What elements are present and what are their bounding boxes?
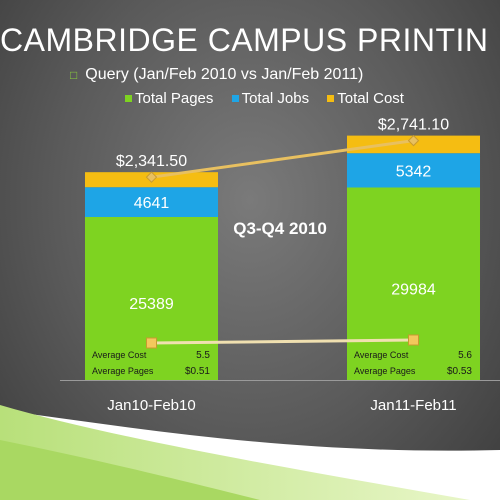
chart-legend: Total Pages Total Jobs Total Cost [125, 90, 418, 107]
subtitle-text: Query (Jan/Feb 2010 vs Jan/Feb 2011) [85, 66, 364, 83]
data-label-jobs-2: 5342 [396, 163, 432, 180]
slide-title: CAMBRIDGE CAMPUS PRINTIN [0, 22, 489, 58]
legend-item-cost: Total Cost [327, 90, 404, 107]
legend-label-jobs: Total Jobs [241, 90, 310, 107]
bar-jobs-1 [85, 187, 218, 218]
point-marker-avg-2 [408, 334, 419, 346]
legend-swatch-cost [327, 95, 335, 102]
series-line-total-cost [151, 139, 414, 179]
data-label-cost-2: $2,741.10 [378, 117, 449, 134]
table-label-1-1: Average Cost [92, 350, 147, 360]
data-label-cost-1: $2,341.50 [116, 153, 187, 170]
table-value-2-2: $0.53 [447, 366, 472, 377]
data-label-jobs-1: 4641 [134, 195, 170, 212]
table-value-1-1: 5.5 [196, 350, 210, 361]
legend-swatch-jobs [231, 95, 239, 102]
legend-swatch-pages [125, 95, 132, 102]
data-label-pages-2: 29984 [391, 282, 436, 299]
bar-pages-2 [347, 187, 480, 380]
category-label-1: Jan10-Feb10 [107, 397, 195, 414]
point-marker-avg-1 [146, 337, 157, 349]
table-label-1-2: Average Cost [354, 350, 409, 360]
legend-item-pages: Total Pages [125, 90, 213, 107]
chart-annotation: Q3-Q4 2010 [233, 219, 327, 238]
legend-label-pages: Total Pages [135, 90, 214, 107]
table-label-2-2: Average Pages [354, 366, 416, 376]
bar-jobs-2 [347, 153, 480, 188]
table-value-1-2: 5.6 [458, 350, 472, 361]
point-marker-cost-2 [407, 134, 420, 147]
square-bullet-icon: □ [70, 68, 78, 82]
point-marker-cost-1 [145, 171, 158, 183]
bar-pages-1 [85, 217, 218, 380]
legend-label-cost: Total Cost [337, 90, 404, 107]
data-label-pages-1: 25389 [129, 296, 174, 313]
category-label-2: Jan11-Feb11 [370, 397, 456, 414]
slide-subtitle: □ Query (Jan/Feb 2010 vs Jan/Feb 2011) [70, 66, 363, 84]
table-label-2-1: Average Pages [92, 366, 154, 376]
series-line-average-cost [151, 338, 414, 345]
table-value-2-1: $0.51 [185, 366, 210, 377]
legend-item-jobs: Total Jobs [231, 90, 310, 107]
